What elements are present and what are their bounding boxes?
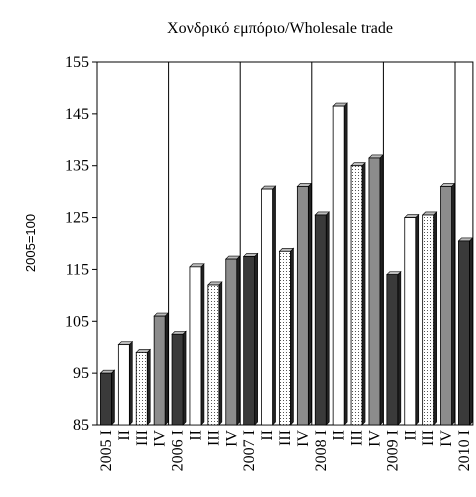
- x-tick-label: II: [116, 430, 133, 441]
- bar-depth: [325, 211, 330, 426]
- x-tick-label: IV: [366, 430, 383, 447]
- x-tick-label: 2007 I: [241, 430, 258, 471]
- y-tick-label: 105: [65, 313, 89, 330]
- bar: [261, 188, 273, 426]
- bar: [332, 105, 345, 426]
- x-tick-label: 2005 I: [98, 430, 115, 471]
- bar-depth: [218, 281, 223, 426]
- bar-depth: [361, 161, 366, 426]
- chart-title: Χονδρικό εμπόριο/Wholesale trade: [167, 20, 393, 37]
- bar: [440, 186, 452, 426]
- bar: [422, 214, 435, 426]
- bar: [189, 266, 202, 426]
- bar: [350, 165, 363, 426]
- bar: [296, 186, 309, 426]
- y-tick-label: 95: [73, 365, 89, 382]
- bar: [135, 351, 148, 426]
- bar-depth: [451, 182, 455, 426]
- bar: [386, 274, 399, 426]
- bar-depth: [236, 255, 241, 426]
- bar: [404, 217, 417, 426]
- bar: [171, 333, 184, 426]
- x-tick-label: 2006 I: [170, 430, 187, 471]
- bar: [100, 372, 112, 426]
- bar-depth: [379, 154, 384, 426]
- x-tick-label: IV: [295, 430, 312, 447]
- bar: [368, 157, 381, 426]
- x-tick-label: II: [259, 430, 276, 441]
- bar-depth: [433, 211, 437, 426]
- x-tick-label: III: [205, 430, 222, 446]
- bar: [458, 240, 470, 426]
- x-tick-label: II: [331, 430, 348, 441]
- bar-depth: [415, 213, 420, 426]
- bar: [279, 250, 291, 426]
- y-axis-label: 2005=100: [23, 214, 38, 272]
- bar: [314, 214, 327, 426]
- x-tick-label: II: [402, 430, 419, 441]
- y-tick-label: 145: [65, 106, 89, 123]
- x-tick-label: III: [420, 430, 437, 446]
- bar-depth: [146, 348, 151, 426]
- x-tick-label: IV: [152, 430, 169, 447]
- bar-depth: [182, 330, 187, 426]
- y-tick-label: 85: [73, 417, 89, 434]
- x-tick-label: III: [349, 430, 366, 446]
- x-tick-label: III: [277, 430, 294, 446]
- bar-depth: [469, 237, 473, 426]
- bar-depth: [129, 340, 133, 426]
- x-tick-label: 2008 I: [313, 430, 330, 471]
- bar: [243, 256, 256, 426]
- x-tick-label: IV: [438, 430, 455, 447]
- bar-depth: [308, 182, 312, 426]
- x-tick-label: 2010 I: [456, 430, 473, 471]
- x-tick-label: IV: [223, 430, 240, 447]
- y-tick-label: 135: [65, 158, 89, 175]
- y-tick-label: 125: [65, 210, 89, 227]
- bar: [117, 344, 130, 426]
- y-tick-label: 155: [65, 54, 89, 71]
- bar-depth: [254, 252, 258, 426]
- bar-depth: [272, 185, 276, 426]
- x-tick-label: III: [134, 430, 151, 446]
- bar-depth: [164, 312, 169, 426]
- bar-depth: [111, 369, 115, 426]
- bar-depth: [200, 263, 205, 426]
- bar: [153, 315, 166, 426]
- bar: [207, 284, 220, 426]
- bar: [225, 258, 238, 426]
- bar-depth: [397, 270, 402, 426]
- bar-depth: [343, 102, 348, 426]
- x-tick-label: II: [187, 430, 204, 441]
- bar-depth: [290, 247, 294, 426]
- y-tick-label: 115: [66, 261, 89, 278]
- x-tick-label: 2009 I: [384, 430, 401, 471]
